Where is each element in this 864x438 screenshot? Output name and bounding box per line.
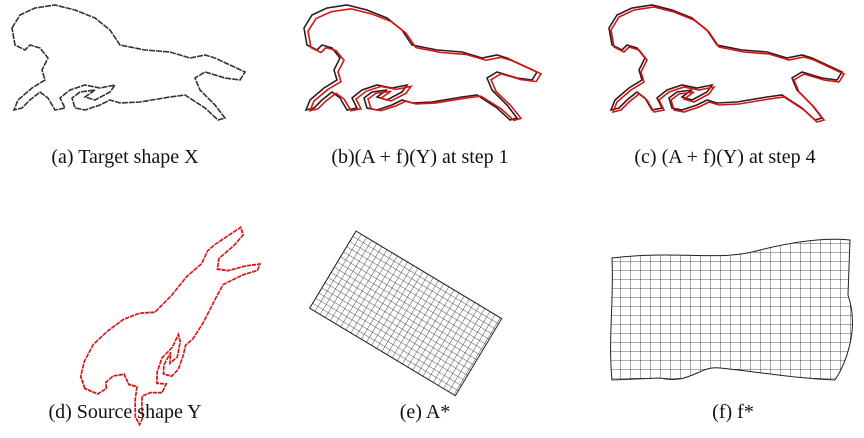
caption: (f) f* <box>712 401 754 423</box>
figure: (a) Target shape X (b)(A + f)(Y) at step… <box>0 0 864 438</box>
target-shape <box>304 5 537 120</box>
panel-e: (e) A* <box>310 231 502 423</box>
target-shape <box>609 5 842 120</box>
panel-c: (c) (A + f)(Y) at step 4 <box>609 5 844 168</box>
caption: (c) (A + f)(Y) at step 4 <box>634 146 815 168</box>
caption: (d) Source shape Y <box>48 401 201 423</box>
source-shape <box>70 197 272 431</box>
figure-canvas: (a) Target shape X (b)(A + f)(Y) at step… <box>0 0 864 438</box>
caption: (e) A* <box>400 401 451 423</box>
caption: (a) Target shape X <box>51 146 199 168</box>
panel-f: (f) f* <box>611 239 853 423</box>
panel-b: (b)(A + f)(Y) at step 1 <box>304 5 541 168</box>
deformation-grid <box>611 239 853 380</box>
target-shape <box>12 5 245 120</box>
caption: (b)(A + f)(Y) at step 1 <box>331 146 508 168</box>
panel-a: (a) Target shape X <box>12 5 245 168</box>
affine-grid <box>310 231 502 396</box>
panel-d: (d) Source shape Y <box>48 197 272 431</box>
deformed-shape <box>611 7 844 122</box>
